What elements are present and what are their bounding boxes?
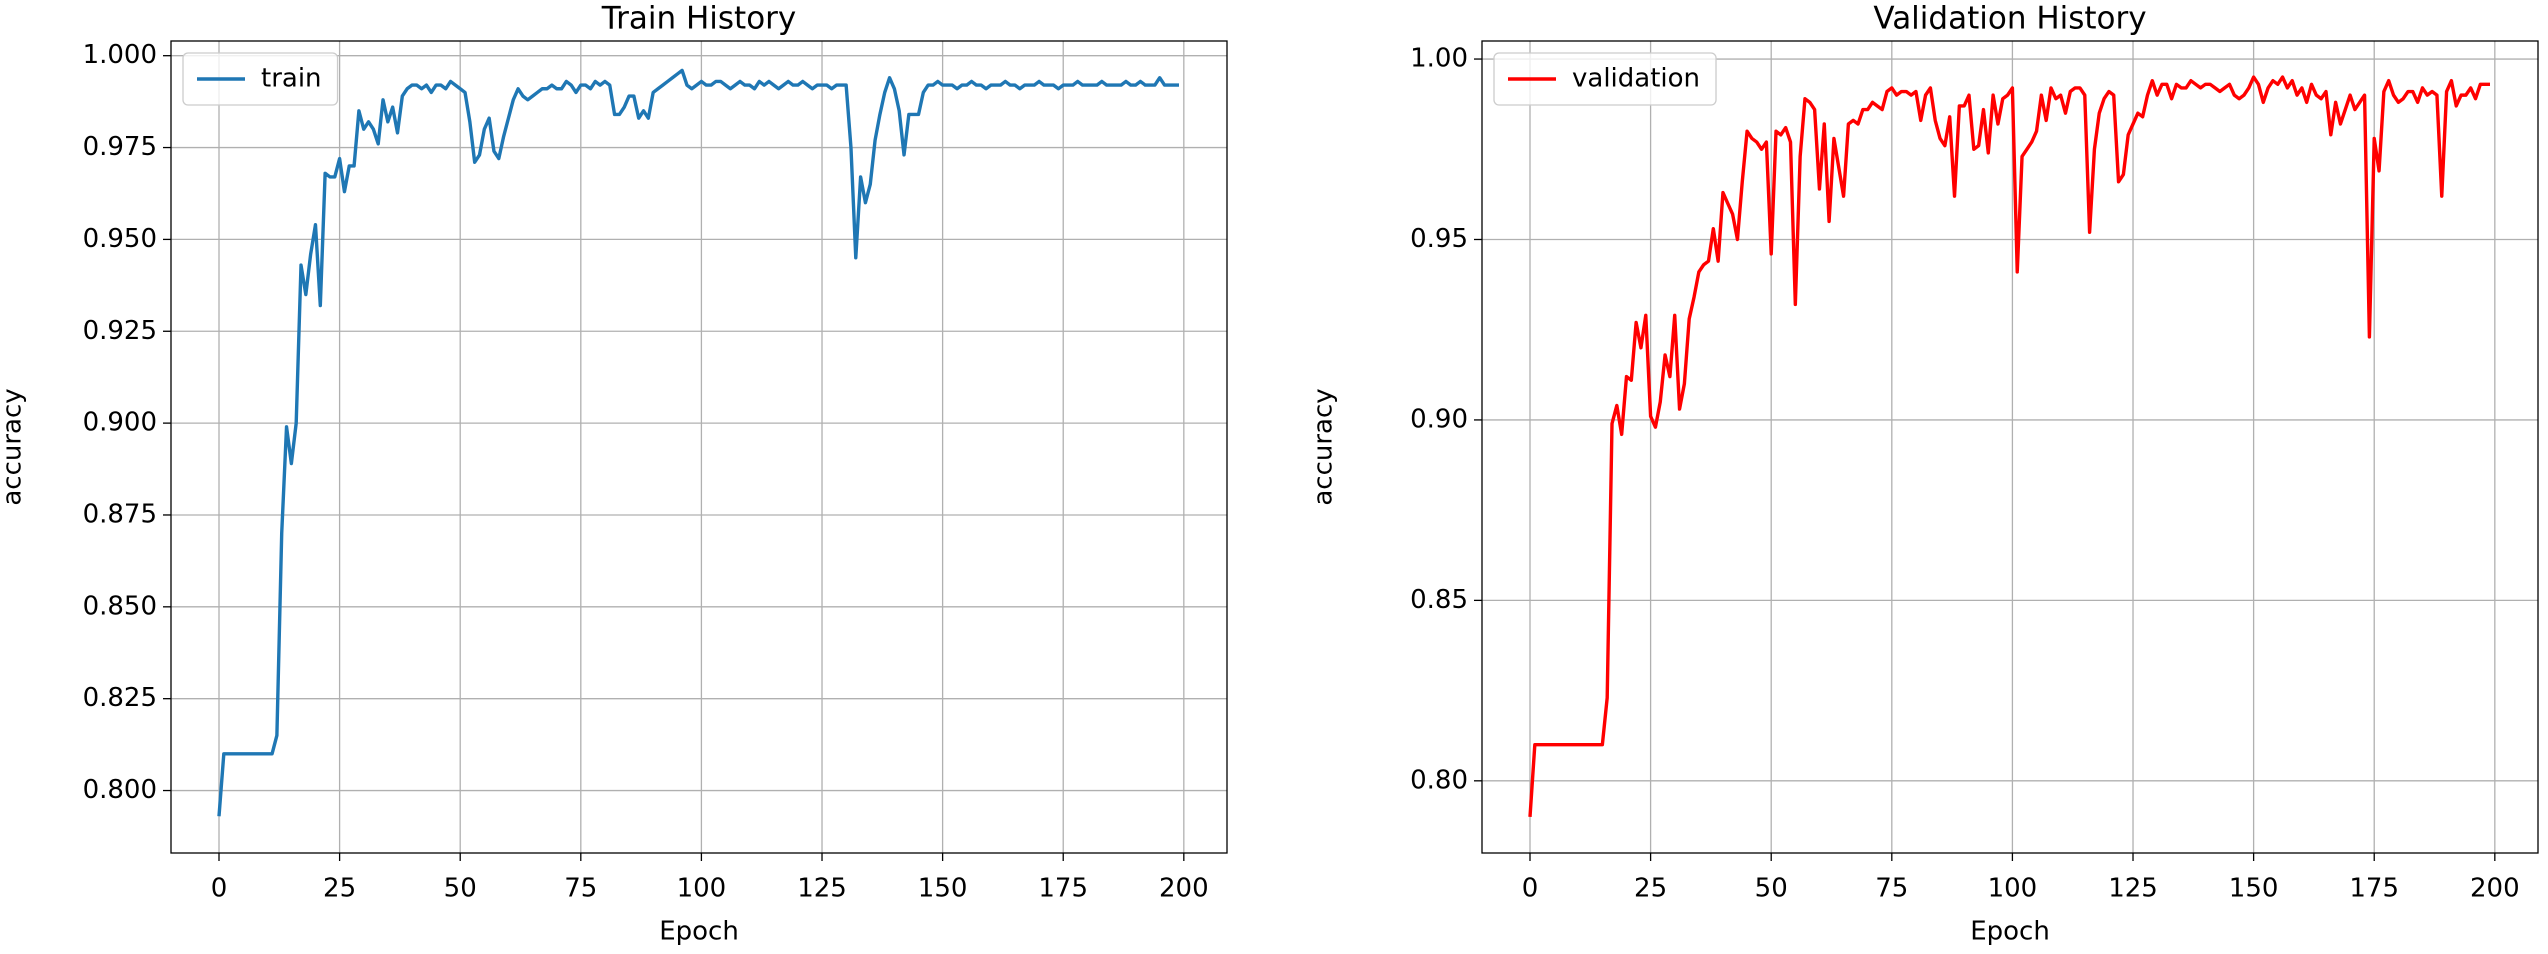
y-tick-label: 0.950 bbox=[83, 224, 157, 254]
x-tick-label: 0 bbox=[211, 874, 228, 904]
data-line bbox=[217, 68, 1179, 817]
x-tick-label: 100 bbox=[677, 874, 727, 904]
legend-label: train bbox=[261, 64, 322, 94]
x-tick-label: 25 bbox=[323, 874, 356, 904]
legend-box bbox=[1493, 52, 1717, 106]
x-tick-label: 25 bbox=[1634, 874, 1667, 904]
x-tick-label: 175 bbox=[1038, 874, 1088, 904]
chart-title: Validation History bbox=[1873, 1, 2146, 37]
x-axis-label: Epoch bbox=[659, 917, 739, 947]
y-tick-label: 0.925 bbox=[83, 316, 157, 346]
legend-box bbox=[182, 52, 339, 106]
axes-frame bbox=[170, 40, 1228, 854]
y-tick-label: 1.000 bbox=[83, 40, 157, 70]
x-tick-label: 175 bbox=[2349, 874, 2399, 904]
y-tick-label: 0.95 bbox=[1410, 224, 1468, 254]
x-tick-label: 0 bbox=[1522, 874, 1539, 904]
x-tick-label: 75 bbox=[1875, 874, 1908, 904]
subplot: 0 25 50 75 100 125 150 175 200 0.80 0.85 0.90 0.95 1.… bbox=[1309, 1, 2539, 947]
x-tick-label: 50 bbox=[1755, 874, 1788, 904]
y-axis-label: accuracy bbox=[0, 388, 28, 505]
x-tick-label: 200 bbox=[1159, 874, 1209, 904]
x-tick-label: 75 bbox=[564, 874, 597, 904]
x-tick-label: 100 bbox=[1988, 874, 2038, 904]
legend-label: validation bbox=[1572, 64, 1700, 94]
y-tick-label: 0.90 bbox=[1410, 404, 1468, 434]
x-tick-label: 150 bbox=[2229, 874, 2279, 904]
y-tick-label: 0.875 bbox=[83, 499, 157, 529]
x-tick-label: 125 bbox=[2108, 874, 2158, 904]
data-line bbox=[1528, 75, 2490, 818]
subplot: 0 25 50 75 100 125 150 175 200 0.800 0.825 0.850 0.8… bbox=[0, 1, 1228, 947]
y-tick-label: 0.975 bbox=[83, 132, 157, 162]
y-tick-label: 0.800 bbox=[83, 775, 157, 805]
y-tick-label: 1.00 bbox=[1410, 44, 1468, 74]
y-tick-label: 0.80 bbox=[1410, 765, 1468, 795]
chart-title: Train History bbox=[601, 1, 797, 37]
x-tick-label: 200 bbox=[2470, 874, 2520, 904]
x-axis-label: Epoch bbox=[1970, 917, 2050, 947]
y-tick-label: 0.900 bbox=[83, 408, 157, 438]
y-axis-label: accuracy bbox=[1309, 388, 1339, 505]
x-tick-label: 50 bbox=[444, 874, 477, 904]
axes-frame bbox=[1481, 40, 2539, 854]
y-tick-label: 0.825 bbox=[83, 683, 157, 713]
legend: validation bbox=[1493, 52, 1717, 106]
y-tick-label: 0.850 bbox=[83, 591, 157, 621]
x-tick-label: 150 bbox=[918, 874, 968, 904]
x-tick-label: 125 bbox=[797, 874, 847, 904]
y-tick-label: 0.85 bbox=[1410, 585, 1468, 615]
legend: train bbox=[182, 52, 339, 106]
